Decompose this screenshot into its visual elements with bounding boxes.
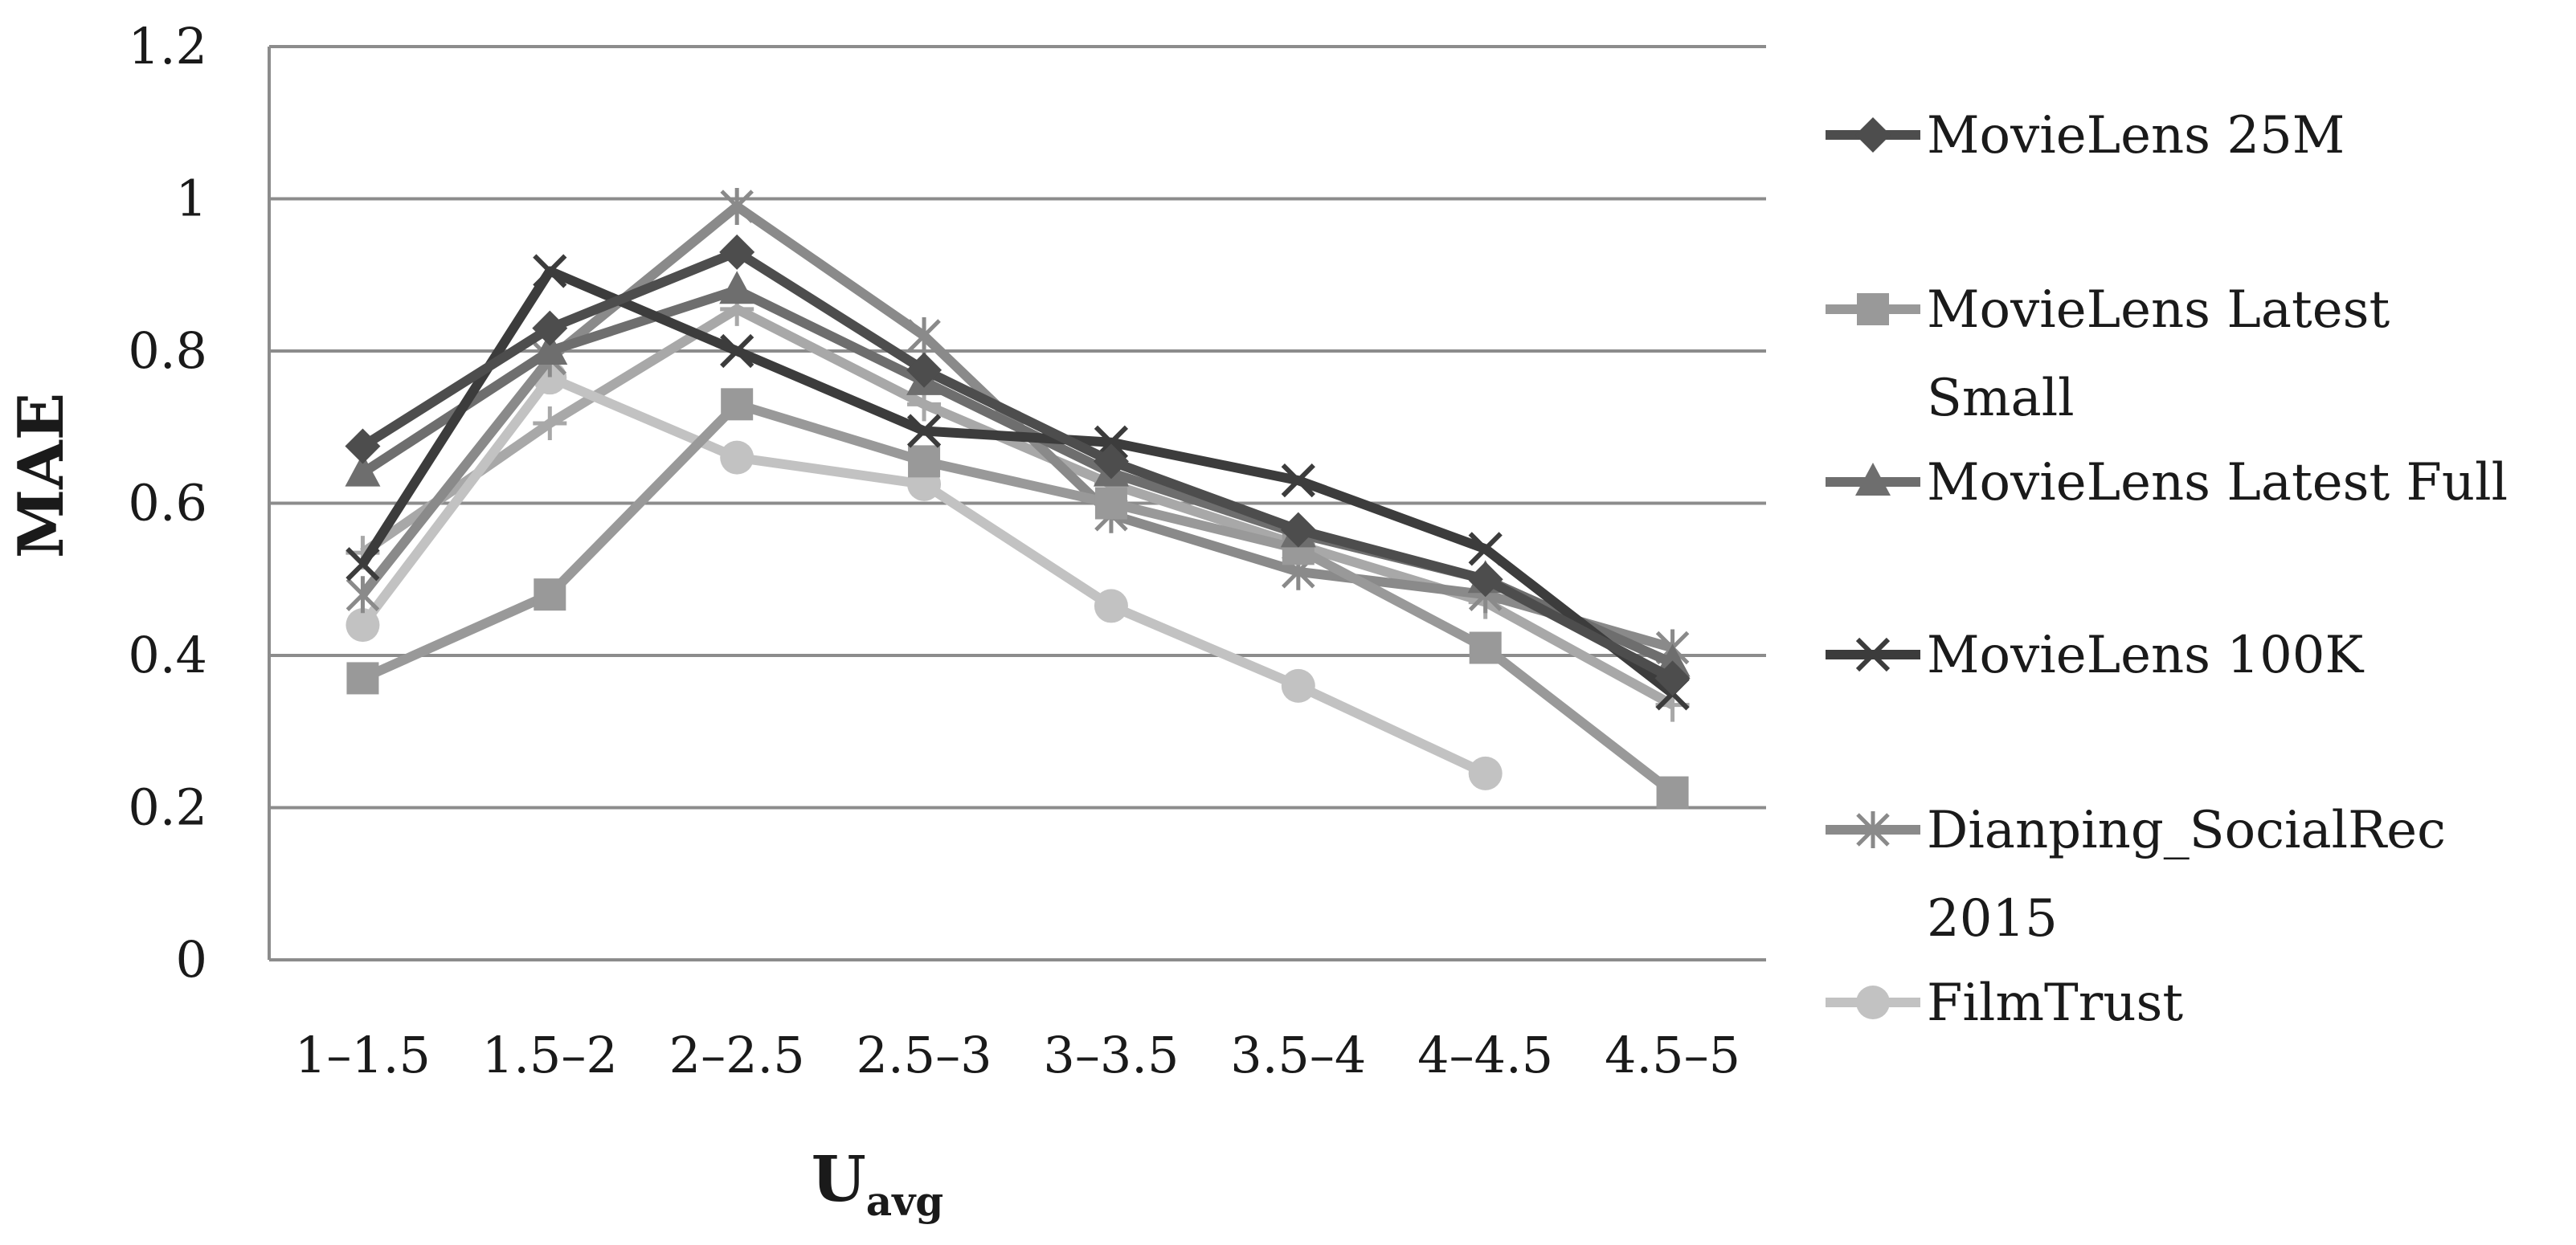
y-tick-label: 0.2: [128, 778, 207, 837]
data-point: [1468, 532, 1503, 566]
legend-label: MovieLens 25M: [1927, 106, 2345, 165]
axes: [268, 47, 1766, 961]
x-tick-label: 1.5–2: [482, 1026, 618, 1084]
legend-item: MovieLens 25M: [1826, 106, 2345, 165]
legend-item: MovieLens Latest Full: [1826, 453, 2508, 512]
data-point: [345, 428, 381, 464]
legend-item: MovieLens Latest Small: [1826, 280, 2390, 428]
data-point: [346, 547, 380, 582]
x-tick-label: 3–3.5: [1043, 1026, 1179, 1084]
series-filmtrust: [346, 361, 1503, 790]
data-point: [719, 234, 755, 270]
y-tick-label: 0.6: [128, 474, 207, 533]
data-point: [532, 332, 568, 365]
legend-marker: [1855, 117, 1891, 153]
data-point: [906, 414, 942, 448]
legend-marker: [1856, 986, 1890, 1019]
series-line: [358, 266, 1676, 698]
data-point: [1281, 463, 1315, 498]
data-point: [346, 608, 380, 643]
data-point: [1094, 487, 1127, 520]
legend-marker: [1857, 293, 1889, 325]
data-point: [533, 254, 567, 288]
data-point: [719, 271, 755, 304]
data-point: [721, 388, 754, 421]
x-tick-label: 3.5–4: [1230, 1026, 1366, 1084]
x-tick-label: 2.5–3: [857, 1026, 992, 1084]
legend-item: FilmTrust: [1826, 974, 2183, 1033]
x-tick-label: 4.5–5: [1605, 1026, 1740, 1084]
data-point: [1093, 443, 1129, 480]
legend-label: MovieLens 100K: [1927, 626, 2365, 685]
legend-item: MovieLens 100K: [1826, 626, 2365, 685]
legend-label: Small: [1927, 369, 2075, 428]
series-line: [360, 399, 1676, 797]
data-point: [346, 662, 379, 695]
series-movielens-25m: [345, 234, 1691, 696]
y-tick-label: 1.2: [128, 17, 207, 76]
y-tick-label: 1: [176, 169, 207, 228]
data-point: [908, 445, 941, 478]
legend-marker: [1855, 463, 1891, 496]
data-point: [533, 406, 567, 441]
x-axis-title: Uavg: [812, 1143, 943, 1225]
data-point: [906, 352, 942, 388]
legend-item: Dianping_SocialRec 2015: [1826, 801, 2446, 949]
data-point: [1468, 756, 1503, 790]
data-point: [1654, 660, 1691, 696]
y-axis-title: MAE: [5, 393, 78, 558]
x-axis-title-subscript: avg: [866, 1178, 943, 1225]
legend-label: FilmTrust: [1927, 974, 2183, 1033]
x-tick-label: 2–2.5: [669, 1026, 805, 1084]
legend-marker: [1855, 637, 1891, 672]
data-point: [907, 317, 941, 355]
data-point: [345, 453, 381, 487]
data-point: [1469, 631, 1502, 664]
series-movielens-latest-small: [346, 388, 1689, 809]
series-movielens-100k: [346, 254, 1690, 711]
data-point: [532, 310, 568, 346]
data-point: [1281, 668, 1315, 703]
data-point: [1467, 561, 1503, 598]
x-tick-label: 4–4.5: [1417, 1026, 1553, 1084]
legend-marker: [1856, 811, 1890, 848]
data-point: [1656, 776, 1689, 809]
data-point: [1094, 589, 1128, 623]
x-tick-labels: 1–1.5 1.5–2 2–2.5 2.5–3 3–3.5 3.5–4 4–4.5 4.5–5: [295, 1026, 1740, 1084]
legend-label: MovieLens Latest: [1927, 280, 2390, 340]
legend-label: MovieLens Latest Full: [1927, 453, 2508, 512]
y-tick-label: 0.8: [128, 321, 207, 380]
data-point: [534, 578, 566, 611]
legend-label: Dianping_SocialRec: [1927, 801, 2446, 860]
data-point: [1280, 512, 1316, 548]
x-axis-title-main: U: [812, 1143, 866, 1216]
data-point: [346, 576, 380, 614]
series-line: [360, 247, 1675, 683]
series-lines: [345, 187, 1691, 809]
data-point: [720, 333, 754, 369]
y-tick-labels: 0 0.2 0.4 0.6 0.8 1 1.2: [128, 17, 207, 989]
data-point: [720, 187, 754, 225]
data-point: [720, 440, 754, 475]
y-tick-label: 0: [176, 930, 207, 989]
legend-label: 2015: [1927, 889, 2058, 949]
x-tick-label: 1–1.5: [295, 1026, 431, 1084]
y-tick-label: 0.4: [128, 626, 207, 684]
